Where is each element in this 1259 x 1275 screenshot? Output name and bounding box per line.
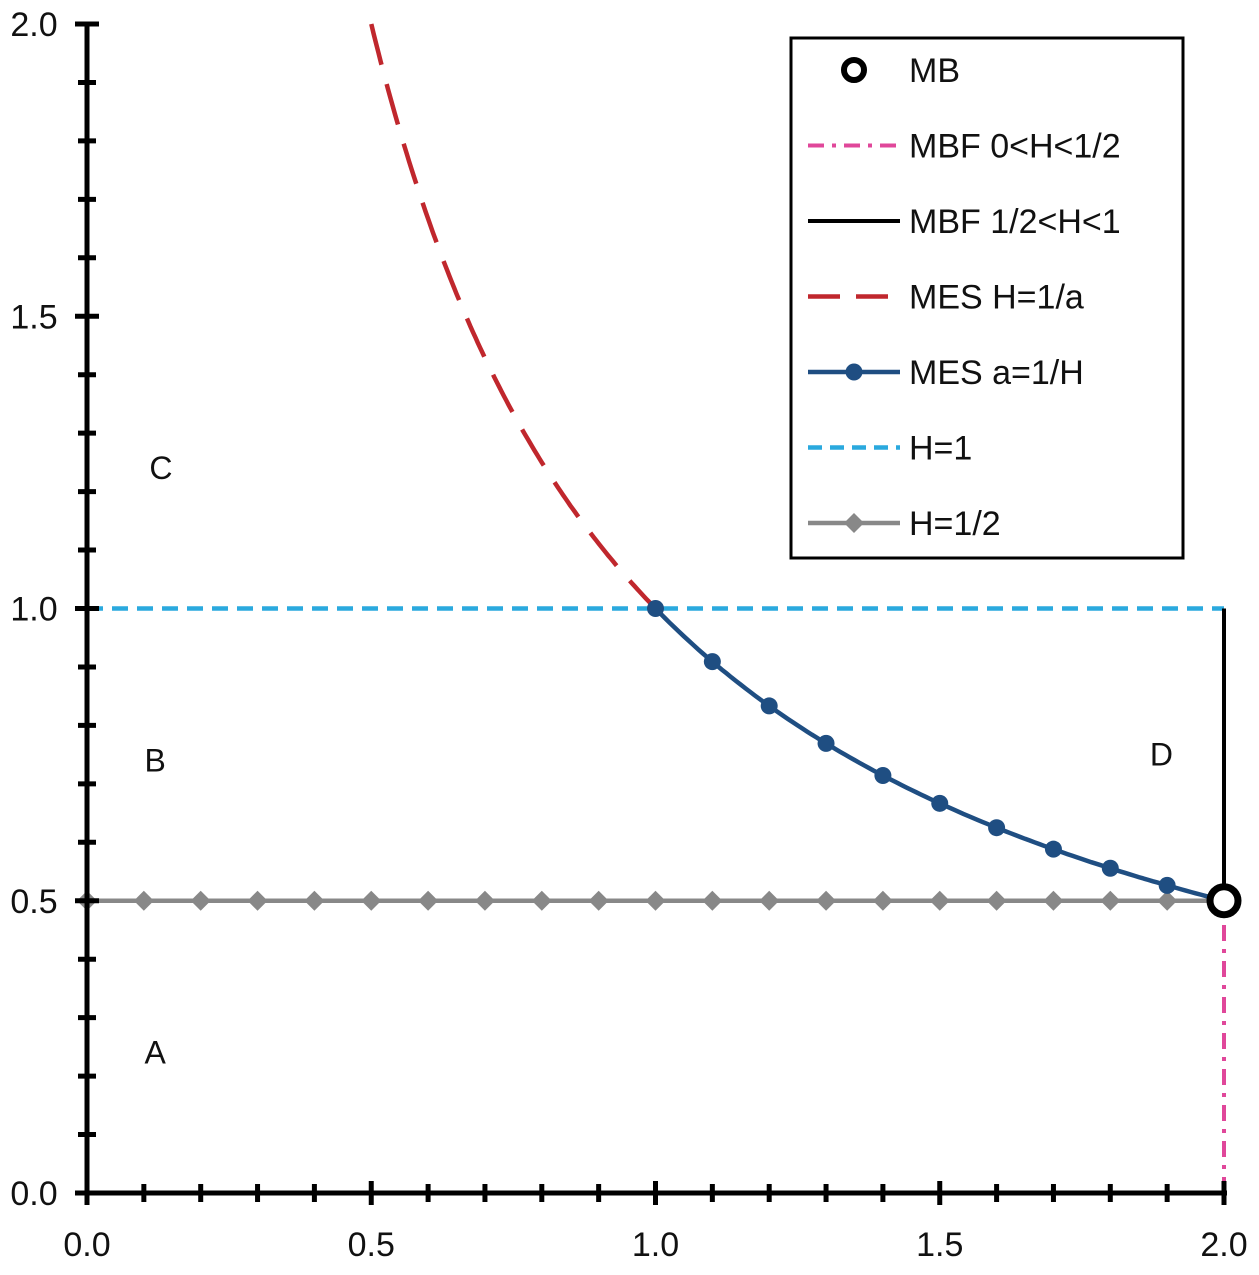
legend-label: MES H=1/a: [909, 279, 1084, 317]
legend-label: MES a=1/H: [909, 354, 1084, 392]
legend-item: MES H=1/a: [808, 279, 1084, 317]
series-h-half-marker: [361, 890, 382, 911]
series-mes-a-marker: [760, 697, 778, 715]
series-mes-a-marker: [1044, 840, 1062, 858]
y-tick-label: 1.5: [10, 298, 57, 336]
series-mes-a-marker: [1158, 876, 1176, 894]
y-tick-label: 0.5: [10, 883, 57, 921]
legend-label: MBF 1/2<H<1: [909, 203, 1121, 241]
legend-item: MES a=1/H: [808, 354, 1084, 392]
legend: MB MBF 0<H<1/2 MBF 1/2<H<1 MES H=1/a MES a=1…: [789, 36, 1185, 560]
axes: [75, 21, 1227, 1205]
series-h-half-marker: [929, 890, 950, 911]
legend-swatch: [808, 363, 900, 381]
series-h-half-marker: [1100, 890, 1121, 911]
region-label-d: D: [1150, 737, 1173, 773]
series-h-half-marker: [645, 890, 666, 911]
series-h-half-marker: [986, 890, 1007, 911]
series-mes-a-marker: [647, 600, 664, 617]
legend-swatch: [808, 513, 900, 533]
legend-item: MB: [841, 52, 960, 90]
series-h-half-marker: [474, 890, 495, 911]
legend-label: MBF 0<H<1/2: [909, 128, 1121, 166]
legend-item: MBF 0<H<1/2: [808, 128, 1121, 166]
series-h-half-marker: [1157, 890, 1178, 911]
series-mes-a-curve: [653, 606, 1225, 903]
series-h-half-marker: [702, 890, 723, 911]
series-h-half-marker: [1043, 890, 1064, 911]
series-mes-a-marker: [817, 734, 835, 752]
legend-swatch: [841, 57, 867, 83]
series-h-half-marker: [247, 890, 268, 911]
series-h-half-marker: [759, 890, 780, 911]
x-tick-label: 2.0: [1200, 1226, 1247, 1264]
y-tick-label: 1.0: [10, 591, 57, 629]
series-layer: [77, 23, 1242, 1193]
region-label-c: C: [149, 450, 172, 486]
y-tick-label: 0.0: [10, 1175, 57, 1213]
series-mes-a-marker: [874, 767, 892, 784]
series-mes-a-marker: [1101, 859, 1119, 877]
series-h-half-marker: [190, 890, 211, 911]
series-mb-marker: [1206, 883, 1242, 919]
series-mes-a-marker: [988, 819, 1006, 837]
series-h-half-marker: [588, 890, 609, 911]
series-mes-h-curve: [369, 23, 658, 611]
series-h-half-marker: [304, 890, 325, 911]
labels: 0.0 0.5 1.0 1.5 2.0 0.0 0.5 1.0 1.5 2.0 A B C D: [10, 6, 1247, 1264]
legend-label: H=1/2: [909, 505, 1001, 543]
series-h-half-marker: [531, 890, 552, 911]
series-h-half-marker: [418, 890, 439, 911]
legend-item: H=1/2: [808, 505, 1001, 543]
series-h-half-marker: [872, 890, 893, 911]
legend-item: MBF 1/2<H<1: [808, 203, 1121, 241]
y-tick-label: 2.0: [10, 6, 57, 44]
region-label-a: A: [145, 1035, 167, 1071]
x-tick-label: 0.5: [348, 1226, 395, 1264]
series-h-half-marker: [133, 890, 154, 911]
region-label-b: B: [145, 742, 166, 778]
series-h-half-marker: [816, 890, 837, 911]
series-mes-a-marker: [703, 653, 721, 671]
x-tick-label: 1.0: [632, 1226, 679, 1264]
legend-label: H=1: [909, 430, 972, 468]
x-tick-label: 0.0: [63, 1226, 110, 1264]
series-mes-a-marker: [931, 794, 949, 812]
x-tick-label: 1.5: [916, 1226, 963, 1264]
legend-box: [789, 36, 1185, 560]
legend-item: H=1: [808, 430, 972, 468]
legend-label: MB: [909, 52, 960, 90]
